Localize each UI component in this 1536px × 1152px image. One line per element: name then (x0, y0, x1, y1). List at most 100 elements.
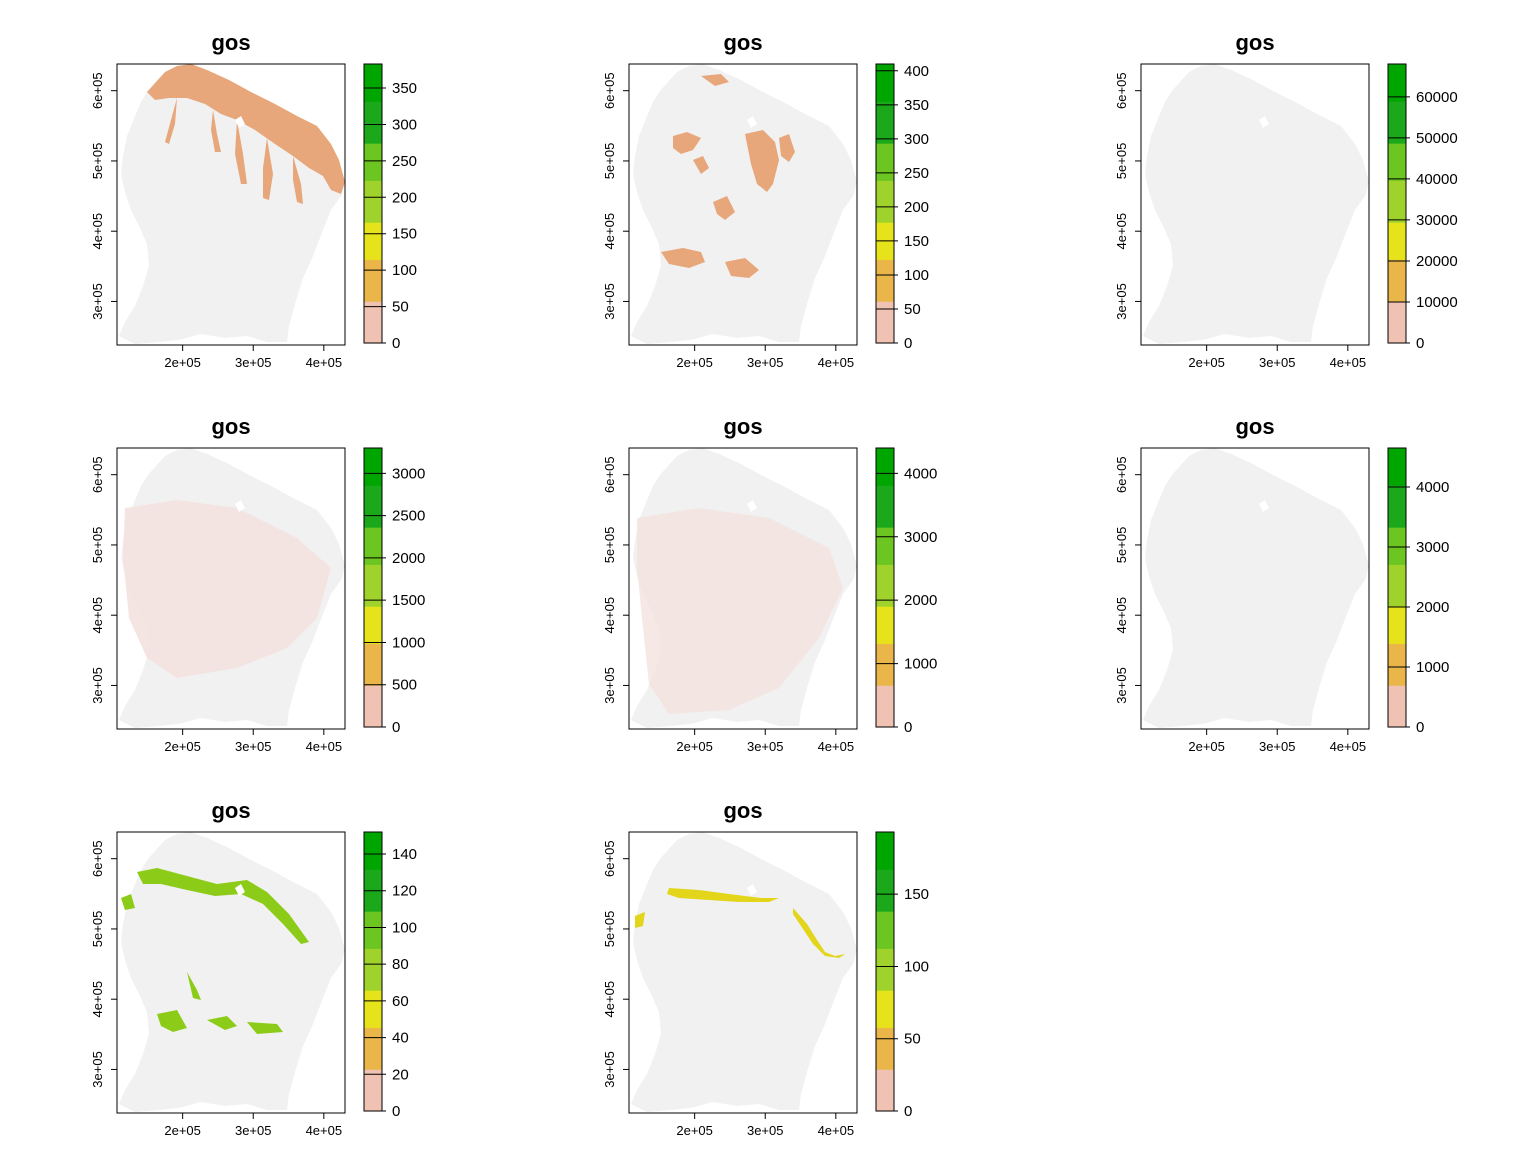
legend-swatch (876, 985, 894, 991)
legend-swatch (876, 990, 894, 996)
legend-swatch (364, 245, 382, 251)
legend-swatch (876, 527, 894, 533)
legend-swatch (876, 157, 894, 163)
legend-swatch (364, 638, 382, 644)
legend-swatch (364, 1087, 382, 1093)
legend-swatch (364, 522, 382, 528)
y-tick-label: 5e+05 (90, 143, 105, 180)
legend-swatch (364, 592, 382, 598)
raster-overlay (137, 868, 309, 944)
legend-label: 120 (392, 883, 417, 900)
legend-swatch (364, 499, 382, 505)
raster-overlay (147, 64, 345, 194)
legend-swatch (364, 305, 382, 312)
legend-swatch (1388, 143, 1406, 149)
legend-swatch (876, 841, 894, 847)
legend-swatch (876, 1018, 894, 1024)
legend-label: 1000 (904, 656, 937, 673)
legend-swatch (876, 452, 894, 458)
legend-swatch (364, 91, 382, 98)
legend-swatch (1388, 147, 1406, 153)
legend: 0 1000 2000 3000 4000 (875, 447, 937, 736)
y-tick-label: 3e+05 (602, 1051, 617, 1088)
x-tick-label: 3e+05 (235, 1123, 272, 1138)
y-tick-label: 6e+05 (1114, 456, 1129, 493)
legend-swatch (1388, 64, 1406, 70)
legend-swatch (364, 457, 382, 463)
legend-swatch (364, 82, 382, 88)
legend-swatch (1388, 564, 1406, 570)
legend-swatch (876, 620, 894, 626)
legend-swatch (876, 475, 894, 482)
legend-swatch (1388, 708, 1406, 714)
raster-overlay (235, 120, 247, 184)
legend-swatch (876, 1059, 894, 1066)
legend-swatch (876, 1036, 894, 1042)
legend-label: 0 (392, 1103, 400, 1120)
legend-swatch (364, 263, 382, 270)
legend-label: 300 (392, 116, 417, 133)
map-panel-8: gos 2e+05 3e+05 4e+05 3e+05 4e+05 5e+05 6e+05 0 5… (602, 798, 929, 1138)
legend-swatch (364, 685, 382, 691)
legend-swatch (876, 189, 894, 195)
legend-swatch (364, 180, 382, 186)
legend-swatch (364, 170, 382, 177)
map-hole (747, 500, 757, 512)
legend-swatch (364, 587, 382, 593)
legend-swatch (1388, 82, 1406, 88)
legend-swatch (364, 545, 382, 551)
legend-swatch (364, 1045, 382, 1052)
legend-swatch (876, 897, 894, 903)
legend-swatch (876, 212, 894, 219)
legend-swatch (364, 1101, 382, 1107)
legend-label: 4000 (1416, 479, 1449, 496)
legend-swatch (876, 980, 894, 987)
legend-swatch (1388, 301, 1406, 307)
legend-swatch (364, 652, 382, 658)
legend-swatch (364, 855, 382, 861)
legend-swatch (1388, 471, 1406, 477)
panel-title: gos (1235, 30, 1274, 55)
legend-swatch (876, 1069, 894, 1075)
y-tick-label: 5e+05 (90, 527, 105, 564)
legend-swatch (1388, 620, 1406, 626)
legend-swatch (876, 329, 894, 335)
x-tick-label: 2e+05 (676, 739, 713, 754)
legend-swatch (876, 119, 894, 126)
legend-label: 1500 (392, 592, 425, 609)
map-panel-7: gos 2e+05 3e+05 4e+05 3e+05 4e+05 5e+05 6e+05 0 2… (90, 798, 417, 1138)
land-mass (631, 832, 857, 1112)
legend-swatch (364, 957, 382, 963)
legend-swatch (1388, 310, 1406, 316)
legend: 0 500 1000 1500 2000 2500 3000 (363, 447, 425, 736)
legend-swatch (364, 675, 382, 682)
legend-swatch (876, 508, 894, 514)
legend-label: 20 (392, 1066, 409, 1083)
y-tick-label: 6e+05 (90, 456, 105, 493)
legend-swatch (1388, 268, 1406, 274)
legend-swatch (1388, 634, 1406, 640)
raster-overlay (293, 156, 303, 204)
legend-swatch (876, 694, 894, 700)
legend-swatch (1388, 208, 1406, 214)
legend-label: 60000 (1416, 89, 1458, 106)
legend-label: 10000 (1416, 294, 1458, 311)
legend-swatch (876, 615, 894, 621)
legend-label: 1000 (392, 634, 425, 651)
map-hole (747, 116, 757, 128)
legend-swatch (876, 96, 894, 102)
panel-title: gos (211, 798, 250, 823)
legend-swatch (876, 938, 894, 945)
panel-title: gos (723, 30, 762, 55)
legend-swatch (876, 203, 894, 209)
legend-swatch (1388, 573, 1406, 579)
legend-swatch (1388, 452, 1406, 458)
legend-swatch (876, 1078, 894, 1084)
y-tick-label: 5e+05 (602, 143, 617, 180)
legend-swatch (1388, 647, 1406, 654)
x-tick-label: 3e+05 (1259, 355, 1296, 370)
legend-swatch (876, 1073, 894, 1080)
legend-swatch (364, 1022, 382, 1028)
legend-swatch (364, 124, 382, 130)
legend-swatch (364, 143, 382, 149)
